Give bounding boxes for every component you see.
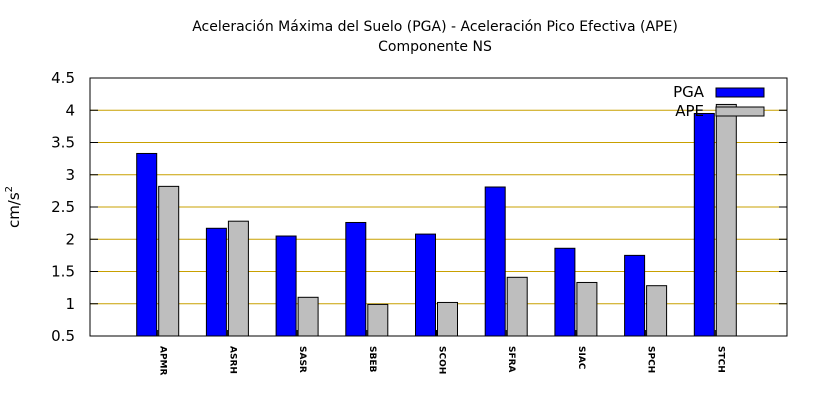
- y-axis-label-unit: cm/s: [5, 192, 23, 228]
- legend-swatch-ape: [715, 106, 765, 117]
- bars: [136, 103, 737, 337]
- y-tick-label: 3: [65, 166, 75, 184]
- bar-pga-asrh: [205, 227, 227, 337]
- y-tick-label: 1.5: [51, 263, 75, 281]
- bar-pga-sfra: [484, 186, 506, 337]
- legend-label-pga: PGA: [673, 83, 705, 101]
- bar-pga-apmr: [136, 152, 158, 337]
- bar-ape-sfra: [506, 276, 528, 337]
- y-tick-label: 4.5: [51, 69, 75, 87]
- bar-ape-apmr: [158, 185, 180, 337]
- y-tick-label: 2: [65, 230, 75, 248]
- bar-pga-scoh: [415, 233, 436, 337]
- y-tick-label: 3.5: [51, 134, 75, 152]
- bar-pga-stch: [693, 112, 715, 337]
- x-tick-label: ASRH: [227, 346, 237, 374]
- bar-ape-siac: [576, 281, 598, 337]
- x-tick-label: SCOH: [437, 346, 447, 374]
- bar-ape-spch: [646, 285, 668, 337]
- x-tick-label: STCH: [715, 346, 725, 373]
- y-axis-label: cm/s2: [4, 186, 23, 228]
- gridlines: [90, 109, 787, 305]
- chart-title: Aceleración Máxima del Suelo (PGA) - Ace…: [192, 19, 678, 35]
- y-tick-label: 0.5: [51, 327, 75, 345]
- y-axis-ticks: 0.5 1 1.5 2 2.5 3 3.5 4 4.5: [51, 69, 787, 345]
- bar-ape-stch: [715, 103, 737, 337]
- chart-subtitle: Componente NS: [378, 39, 492, 55]
- x-tick-label: APMR: [158, 346, 168, 376]
- bar-pga-siac: [554, 247, 576, 337]
- bar-pga-sasr: [275, 235, 297, 337]
- bar-ape-sbeb: [367, 303, 389, 337]
- bar-pga-spch: [624, 254, 646, 337]
- bar-ape-asrh: [227, 220, 249, 337]
- legend-swatch-pga: [715, 87, 765, 98]
- bar-ape-scoh: [437, 301, 458, 337]
- bar-pga-sbeb: [345, 221, 367, 337]
- x-tick-label: SIAC: [576, 346, 586, 370]
- x-axis-ticks: APMR ASRH SASR SBEB SCOH SFRA SIAC SPCH STCH: [157, 330, 725, 376]
- x-tick-label: SBEB: [367, 346, 377, 372]
- y-tick-label: 4: [65, 101, 75, 119]
- y-axis-label-superscript: 2: [4, 186, 15, 192]
- bar-ape-sasr: [297, 296, 319, 337]
- y-tick-label: 2.5: [51, 198, 75, 216]
- x-tick-label: SASR: [297, 346, 307, 373]
- y-tick-label: 1: [65, 295, 75, 313]
- x-tick-label: SPCH: [646, 346, 656, 373]
- x-tick-label: SFRA: [506, 346, 516, 373]
- legend-label-ape: APE: [675, 102, 704, 120]
